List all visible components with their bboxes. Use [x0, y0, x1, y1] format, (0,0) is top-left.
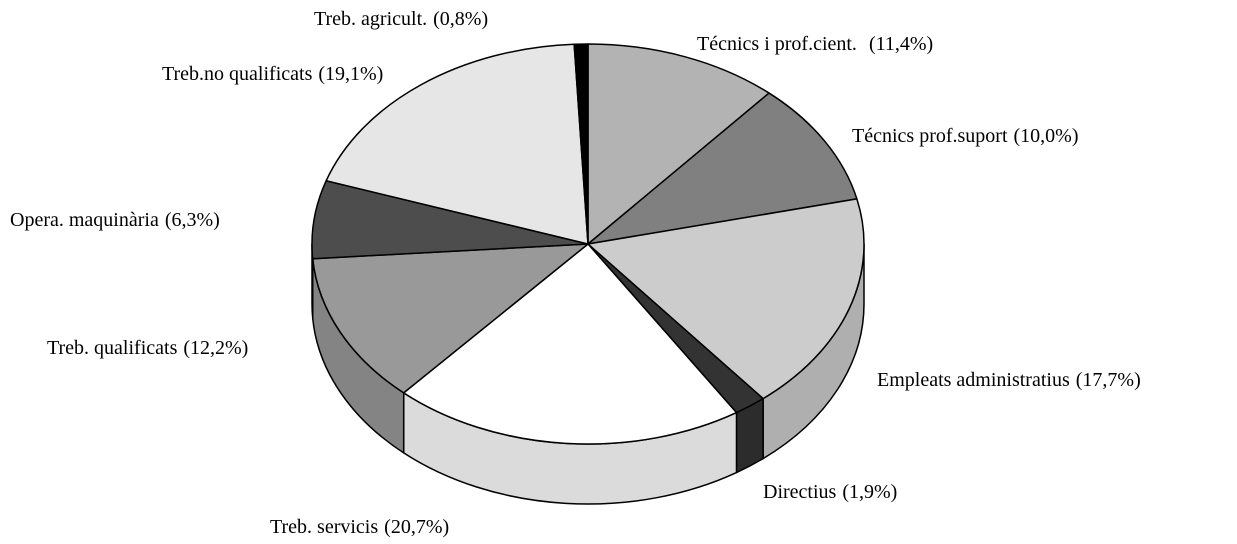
slice: [587, 92, 858, 245]
slice-label-value: (12,2%): [183, 337, 248, 359]
slice-label: Técnics prof.suport (10,0%): [852, 125, 1079, 147]
slice-label-name: Directius: [763, 481, 837, 503]
slice-label-value: (17,7%): [1076, 369, 1141, 391]
slice-label-name: Treb. agricult.: [314, 8, 427, 30]
slice-label-value: (0,8%): [433, 8, 488, 30]
slice-label-name: Treb. servicis: [270, 516, 378, 538]
slice-label-value: (6,3%): [165, 209, 220, 231]
slice-label: Treb. agricult. (0,8%): [314, 8, 488, 30]
slice-label-name: Técnics i prof.cient.: [697, 33, 857, 55]
slice: [587, 198, 865, 400]
slice: [402, 243, 738, 445]
slice: [325, 43, 589, 245]
slice: [587, 43, 770, 245]
slice: [573, 43, 589, 245]
slice-label: Técnics i prof.cient. (11,4%): [697, 33, 933, 55]
slice-label-name: Empleats administratius: [877, 369, 1070, 391]
slice-label: Directius (1,9%): [763, 481, 897, 503]
slice-label-value: (1,9%): [842, 481, 897, 503]
slice-label: Treb.no qualificats (19,1%): [162, 63, 383, 85]
slice-label: Empleats administratius (17,7%): [877, 369, 1141, 391]
slice-label-value: (11,4%): [869, 33, 933, 55]
slice-label: Opera. maquinària (6,3%): [10, 209, 220, 231]
slice-label-name: Opera. maquinària: [10, 209, 159, 231]
slice-label-value: (20,7%): [384, 516, 449, 538]
slice-label: Treb. servicis (20,7%): [270, 516, 449, 538]
slice-label-name: Treb. qualificats: [47, 337, 178, 359]
slice-label-name: Treb.no qualificats: [162, 63, 313, 85]
slice: [312, 243, 589, 394]
slice-label-value: (10,0%): [1014, 125, 1079, 147]
slice-label-name: Técnics prof.suport: [852, 125, 1008, 147]
slice-label-value: (19,1%): [318, 63, 383, 85]
slice-label: Treb. qualificats (12,2%): [47, 337, 248, 359]
